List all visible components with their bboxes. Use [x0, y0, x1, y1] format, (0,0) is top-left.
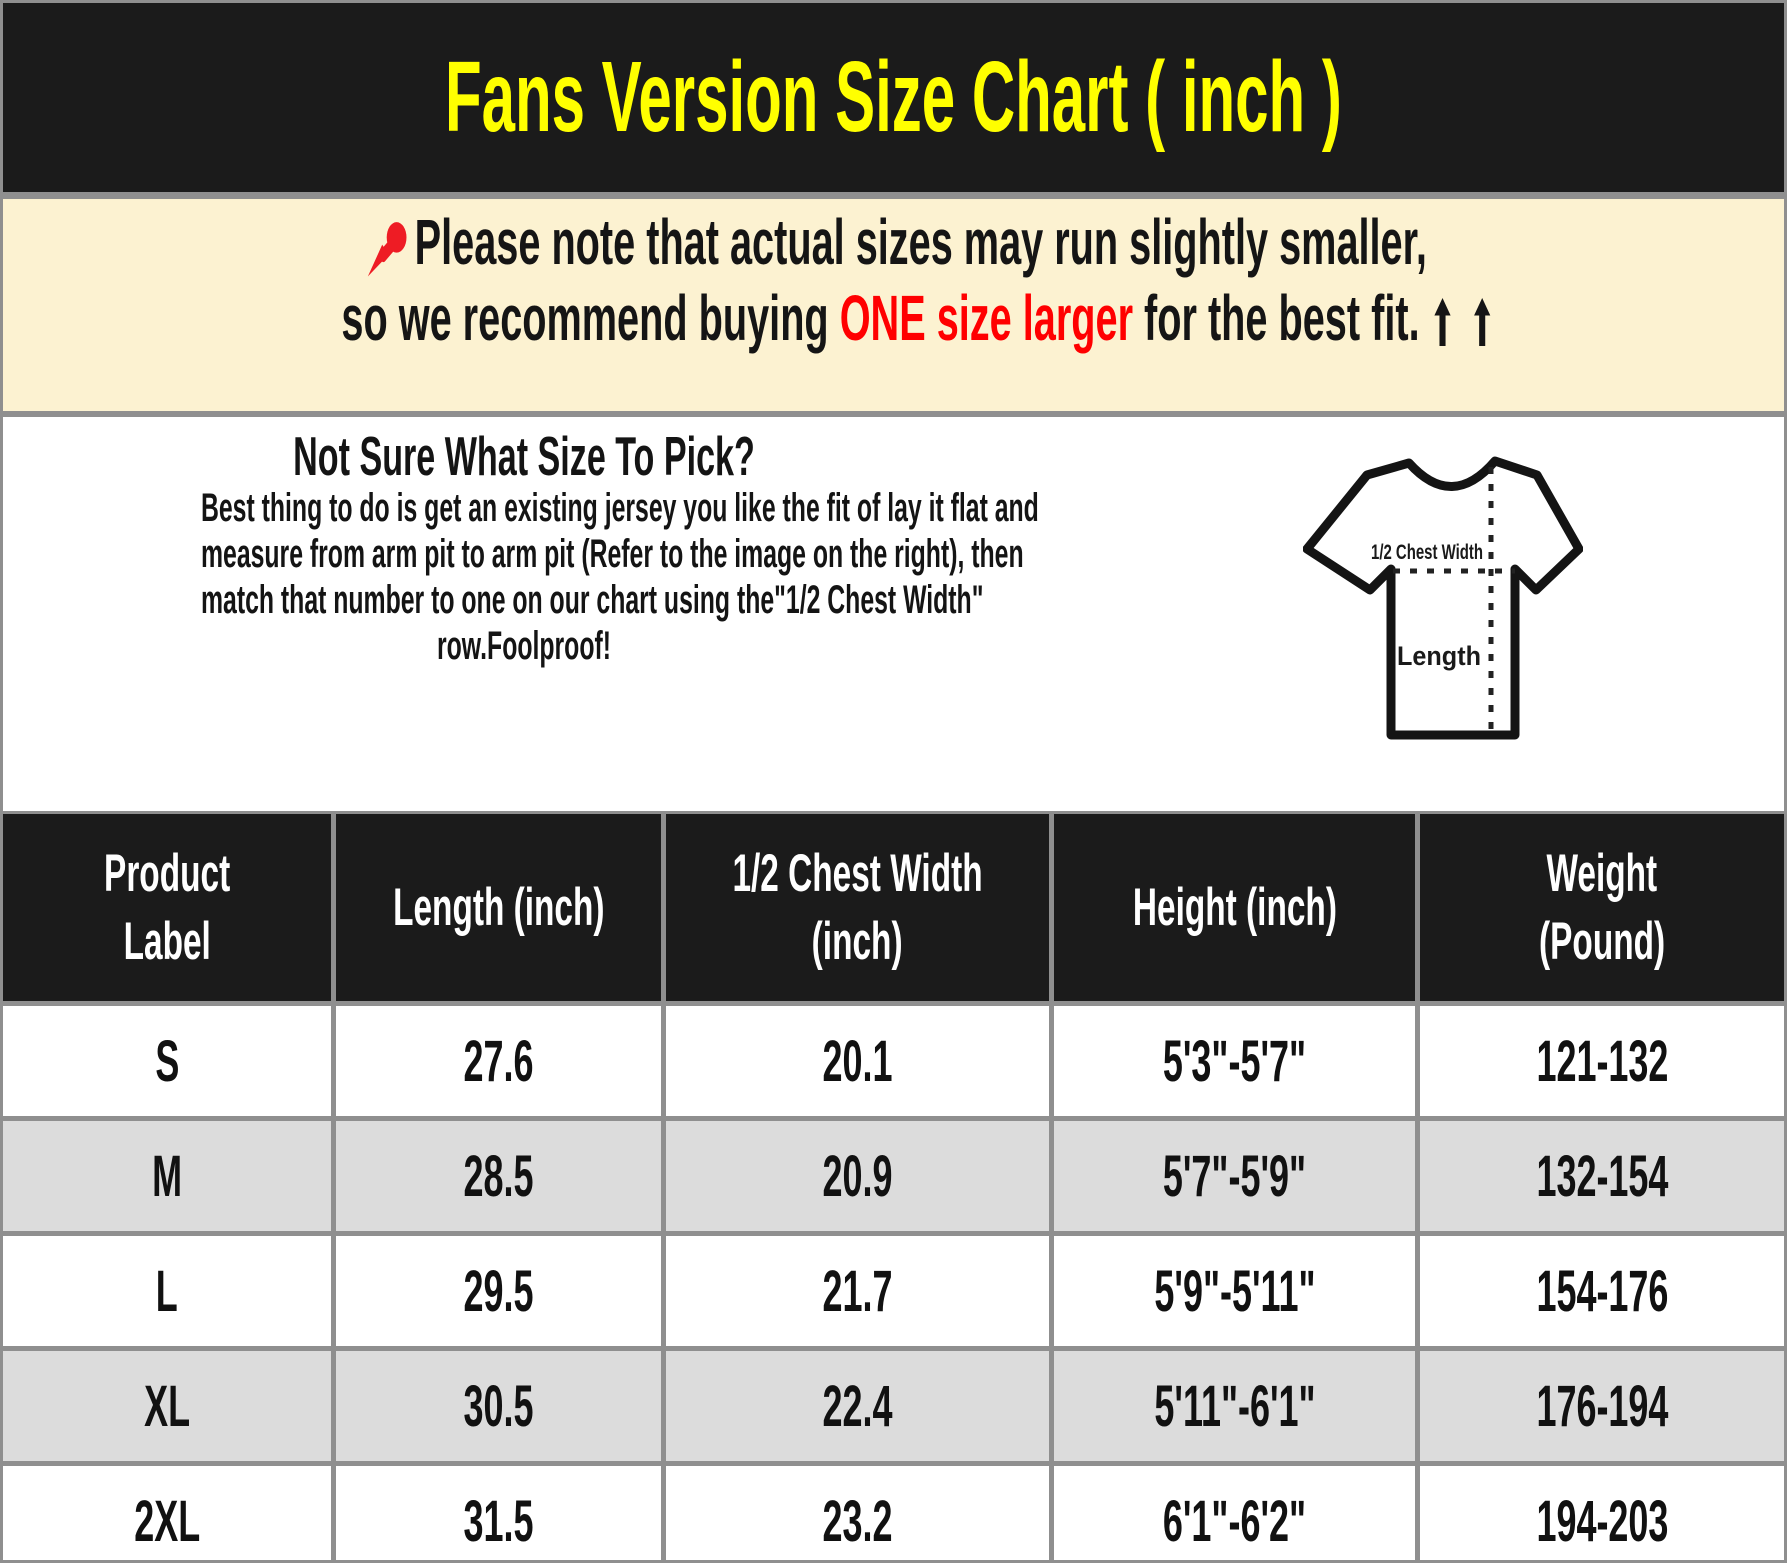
row-s-weight: 121-132 [1420, 1006, 1784, 1116]
row-xl-weight: 176-194 [1420, 1351, 1784, 1461]
tshirt-outline [1302, 456, 1584, 740]
row-m-label: M [3, 1121, 331, 1231]
row-s-height: 5'3"-5'7" [1054, 1006, 1415, 1116]
size-guide-section: Not Sure What Size To Pick? Best thing t… [3, 417, 1784, 811]
note-text-1: Please note that actual sizes may run sl… [414, 206, 1427, 278]
note-text-2-highlight: ONE size larger [839, 282, 1134, 354]
row-s-label: S [3, 1006, 331, 1116]
size-guide-line: Best thing to do is get an existing jers… [200, 486, 1039, 530]
row-xl-height: 5'11"-6'1" [1054, 1351, 1415, 1461]
note-text-2-suffix: for the best fit. [1133, 282, 1420, 354]
note-banner: Please note that actual sizes may run sl… [3, 199, 1784, 417]
row-2xl-chest: 23.2 [666, 1466, 1049, 1560]
row-xl-chest: 22.4 [666, 1351, 1049, 1461]
row-l-chest: 21.7 [666, 1236, 1049, 1346]
size-guide-line: measure from arm pit to arm pit (Refer t… [200, 532, 1024, 576]
size-table: Product Label Length (inch) 1/2 Chest Wi… [3, 811, 1784, 1560]
row-m-length: 28.5 [336, 1121, 661, 1231]
row-2xl-length: 31.5 [336, 1466, 661, 1560]
row-xl-label: XL [3, 1351, 331, 1461]
row-m-weight: 132-154 [1420, 1121, 1784, 1231]
row-s-length: 27.6 [336, 1006, 661, 1116]
row-m-chest: 20.9 [666, 1121, 1049, 1231]
row-2xl-weight: 194-203 [1420, 1466, 1784, 1560]
column-header-length: Length (inch) [336, 814, 661, 1001]
note-line-1: Please note that actual sizes may run sl… [341, 205, 1445, 279]
size-guide-text: Not Sure What Size To Pick? Best thing t… [3, 417, 1045, 669]
size-guide-line: row.Foolproof! [436, 624, 612, 668]
up-arrow-icon [1474, 298, 1491, 346]
page-title: Fans Version Size Chart ( inch ) [445, 41, 1342, 153]
column-header-chest-width: 1/2 Chest Width (inch) [666, 814, 1049, 1001]
row-l-height: 5'9"-5'11" [1054, 1236, 1415, 1346]
pushpin-icon [367, 222, 407, 277]
size-guide-line: match that number to one on our chart us… [200, 578, 984, 622]
length-label: Length [1397, 641, 1481, 671]
column-header-weight: Weight (Pound) [1420, 814, 1784, 1001]
tshirt-measurement-diagram: 1/2 Chest Width Length [1302, 447, 1584, 752]
row-m-height: 5'7"-5'9" [1054, 1121, 1415, 1231]
column-header-height: Height (inch) [1054, 814, 1415, 1001]
row-s-chest: 20.1 [666, 1006, 1049, 1116]
up-arrow-icon [1434, 298, 1451, 346]
row-l-length: 29.5 [336, 1236, 661, 1346]
row-xl-length: 30.5 [336, 1351, 661, 1461]
note-text-2-prefix: so we recommend buying [341, 282, 840, 354]
row-2xl-height: 6'1"-6'2" [1054, 1466, 1415, 1560]
size-guide-heading: Not Sure What Size To Pick? [293, 425, 755, 487]
chest-width-label: 1/2 Chest Width [1371, 541, 1483, 564]
column-header-product-label: Product Label [3, 814, 331, 1001]
row-2xl-label: 2XL [3, 1466, 331, 1560]
title-bar: Fans Version Size Chart ( inch ) [3, 3, 1784, 199]
row-l-label: L [3, 1236, 331, 1346]
note-line-2: so we recommend buying ONE size larger f… [341, 281, 1491, 355]
row-l-weight: 154-176 [1420, 1236, 1784, 1346]
